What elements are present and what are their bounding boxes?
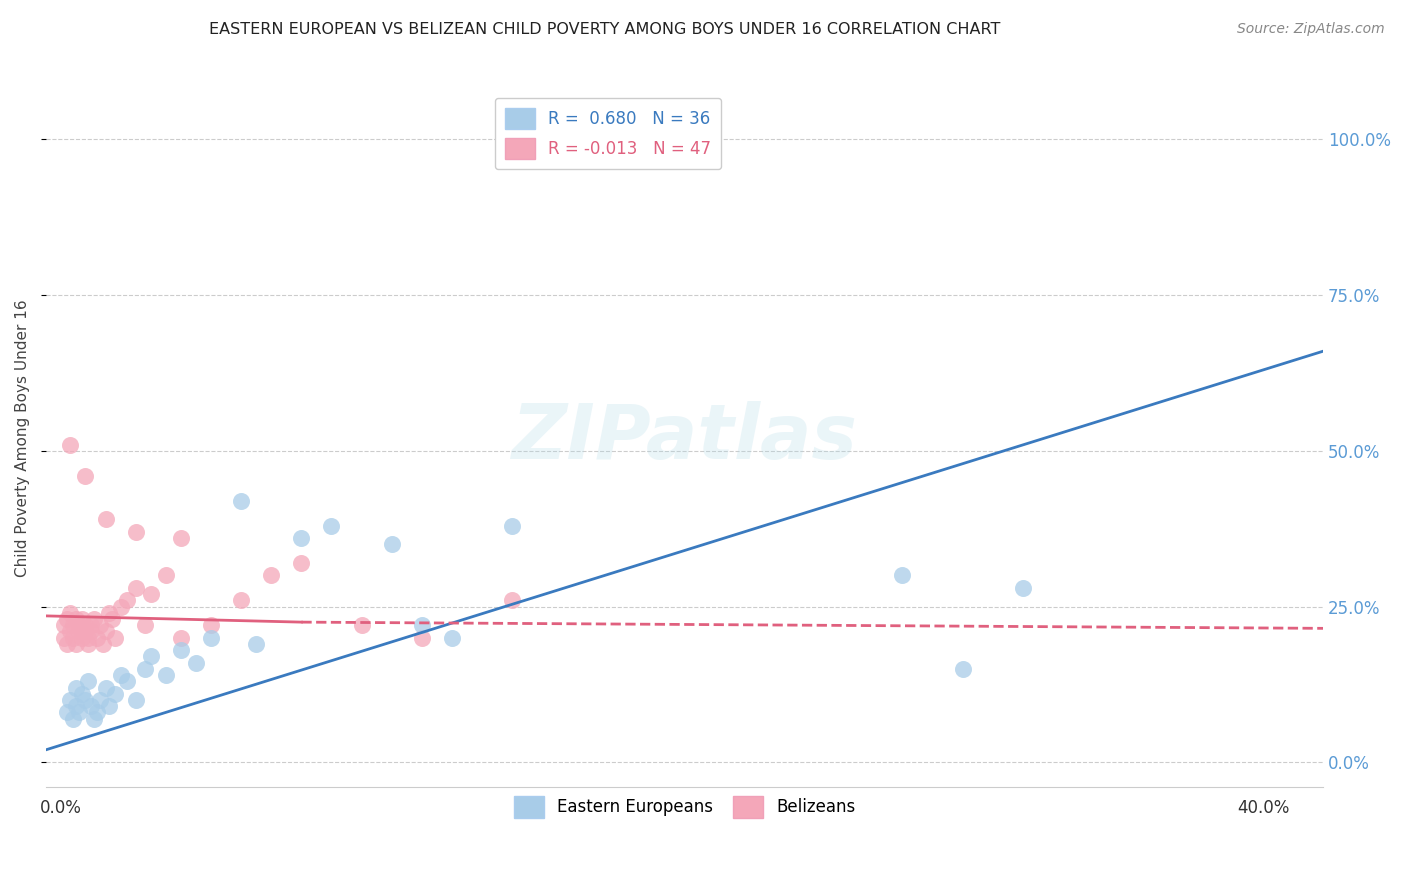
Point (411, 618, 433, 632)
Point (1011, 581, 1033, 595)
Point (86, 706, 108, 720)
Point (62, 712, 84, 726)
Point (73, 468, 96, 483)
Point (53, 618, 76, 632)
Point (65, 681, 87, 695)
Point (200, 631, 222, 645)
Point (501, 518, 523, 533)
Point (101, 612, 124, 626)
Point (125, 524, 148, 539)
Point (98, 699, 121, 714)
Point (89, 618, 111, 632)
Point (80, 699, 103, 714)
Point (110, 668, 132, 682)
Point (94, 681, 117, 695)
Legend: Eastern Europeans, Belizeans: Eastern Europeans, Belizeans (508, 789, 862, 824)
Point (65, 699, 87, 714)
Point (170, 643, 193, 657)
Point (186, 656, 208, 670)
Point (260, 568, 283, 582)
Point (231, 593, 253, 607)
Point (91, 637, 114, 651)
Point (290, 531, 312, 545)
Point (115, 593, 138, 607)
Point (104, 687, 127, 701)
Point (67, 618, 90, 632)
Point (104, 631, 127, 645)
Point (98, 606, 121, 620)
Point (73, 624, 96, 639)
Point (89, 693, 111, 707)
Point (94, 512, 117, 526)
Point (245, 637, 267, 651)
Point (77, 631, 100, 645)
Text: ZIPatlas: ZIPatlas (512, 401, 858, 475)
Point (70, 612, 93, 626)
Point (80, 618, 103, 632)
Point (155, 568, 177, 582)
Point (231, 493, 253, 508)
Point (141, 649, 163, 664)
Point (59, 437, 82, 451)
Text: Source: ZipAtlas.com: Source: ZipAtlas.com (1237, 22, 1385, 37)
Text: EASTERN EUROPEAN VS BELIZEAN CHILD POVERTY AMONG BOYS UNDER 16 CORRELATION CHART: EASTERN EUROPEAN VS BELIZEAN CHILD POVER… (209, 22, 1000, 37)
Point (350, 618, 373, 632)
Point (891, 568, 914, 582)
Point (125, 693, 148, 707)
Point (56, 612, 79, 626)
Point (501, 593, 523, 607)
Point (65, 612, 87, 626)
Point (134, 662, 156, 676)
Point (141, 587, 163, 601)
Point (83, 712, 105, 726)
Point (170, 531, 193, 545)
Point (77, 674, 100, 689)
Point (70, 687, 93, 701)
Point (56, 706, 79, 720)
Point (62, 631, 84, 645)
Point (440, 631, 463, 645)
Point (411, 631, 433, 645)
Point (59, 606, 82, 620)
Point (125, 581, 148, 595)
Point (321, 518, 343, 533)
Point (290, 556, 312, 570)
Point (83, 612, 105, 626)
Point (86, 631, 108, 645)
Point (53, 631, 76, 645)
Point (170, 631, 193, 645)
Point (952, 662, 974, 676)
Y-axis label: Child Poverty Among Boys Under 16: Child Poverty Among Boys Under 16 (15, 300, 30, 577)
Point (62, 618, 84, 632)
Point (155, 668, 177, 682)
Point (56, 637, 79, 651)
Point (94, 624, 117, 639)
Point (67, 624, 90, 639)
Point (77, 637, 100, 651)
Point (110, 599, 132, 614)
Point (73, 693, 96, 707)
Point (200, 618, 222, 632)
Point (67, 706, 90, 720)
Point (380, 537, 402, 551)
Point (65, 637, 87, 651)
Point (59, 693, 82, 707)
Point (134, 618, 156, 632)
Point (80, 624, 103, 639)
Point (59, 624, 82, 639)
Point (115, 674, 138, 689)
Point (70, 631, 93, 645)
Point (73, 618, 96, 632)
